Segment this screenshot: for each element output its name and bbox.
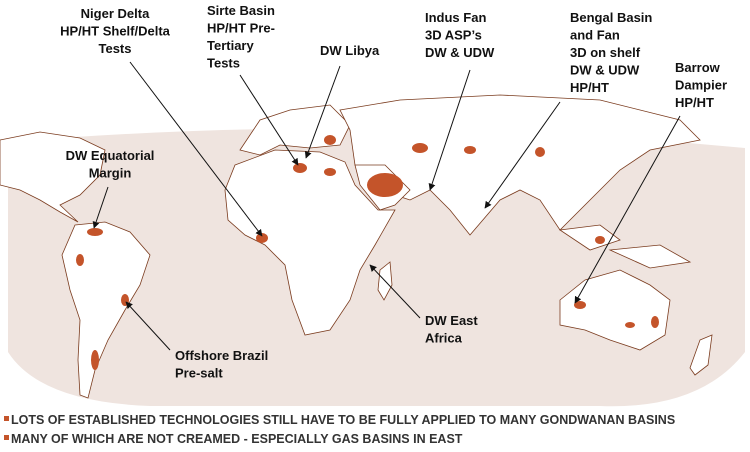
map-label: DW & UDW (570, 63, 640, 78)
map-label: Offshore Brazil (175, 348, 268, 363)
map-label: Pre-salt (175, 366, 223, 381)
pointer-arrow (129, 61, 263, 237)
bullet-marker (4, 435, 9, 440)
pointer-arrow (239, 74, 299, 166)
pointer-arrow (574, 115, 681, 304)
bullet-text: LOTS OF ESTABLISHED TECHNOLOGIES STILL H… (11, 413, 675, 427)
pointer-arrow (125, 301, 171, 351)
map-label: Dampier (675, 78, 727, 93)
pointer-arrow (484, 101, 561, 209)
map-label: HP/HT Shelf/Delta (60, 24, 171, 39)
pointer-arrow (92, 186, 109, 229)
map-label: DW Libya (320, 43, 380, 58)
pointer-arrow (304, 65, 341, 159)
map-label: Tests (99, 41, 132, 56)
map-label: DW Equatorial (66, 148, 155, 163)
map-label: DW East (425, 313, 478, 328)
map-label: 3D on shelf (570, 45, 641, 60)
pointer-arrow (369, 264, 421, 319)
map-label: DW & UDW (425, 45, 495, 60)
map-label: Indus Fan (425, 10, 486, 25)
map-label: 3D ASP’s (425, 28, 482, 43)
map-label: HP/HT (675, 95, 714, 110)
map-label: Niger Delta (81, 6, 150, 21)
labels: Niger Delta HP/HT Shelf/Delta Tests Sirte B… (60, 3, 727, 381)
map-label: Tests (207, 56, 240, 71)
bullet-text: MANY OF WHICH ARE NOT CREAMED - ESPECIAL… (11, 432, 463, 446)
map-label: Barrow (675, 60, 721, 75)
map-label: Tertiary (207, 38, 254, 53)
pointer-arrow (428, 69, 471, 191)
map-label: HP/HT (570, 80, 609, 95)
map-label: Margin (89, 166, 132, 181)
bullets: LOTS OF ESTABLISHED TECHNOLOGIES STILL H… (4, 413, 675, 446)
map-label: and Fan (570, 28, 620, 43)
bullet-marker (4, 416, 9, 421)
basins (76, 135, 659, 370)
map-label: Sirte Basin (207, 3, 275, 18)
map-label: Bengal Basin (570, 10, 652, 25)
map-label: HP/HT Pre- (207, 21, 275, 36)
map-label: Africa (425, 331, 463, 346)
